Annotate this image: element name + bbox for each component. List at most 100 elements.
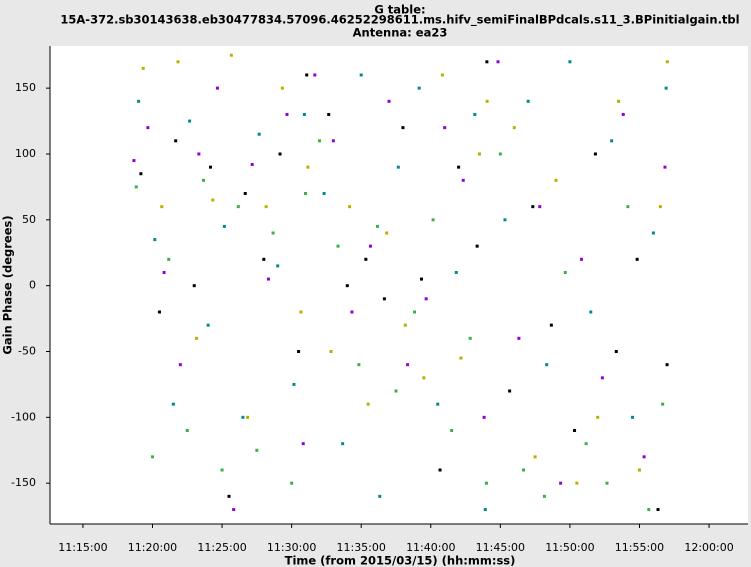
point: [255, 448, 259, 452]
point: [329, 349, 333, 353]
point: [357, 363, 361, 367]
point: [554, 178, 558, 182]
point: [139, 172, 143, 176]
point: [174, 139, 178, 143]
point: [394, 389, 398, 393]
point: [195, 336, 199, 340]
point: [266, 277, 270, 281]
point: [559, 481, 563, 485]
point: [171, 402, 175, 406]
point: [450, 429, 454, 433]
point: [563, 270, 567, 274]
point: [424, 297, 428, 301]
point: [403, 323, 407, 327]
x-tick-label: 11:20:00: [128, 541, 177, 554]
point: [454, 270, 458, 274]
point: [482, 415, 486, 419]
point: [257, 132, 261, 136]
point: [229, 53, 233, 57]
point: [496, 60, 500, 64]
y-tick-label: -50: [18, 344, 36, 357]
point: [517, 336, 521, 340]
point: [593, 152, 597, 156]
point: [596, 415, 600, 419]
point: [382, 297, 386, 301]
point: [359, 73, 363, 77]
y-axis-label: Gain Phase (degrees): [1, 215, 15, 354]
point: [192, 284, 196, 288]
point: [473, 112, 477, 116]
point: [243, 191, 247, 195]
point: [208, 165, 212, 169]
point: [278, 152, 282, 156]
point: [647, 508, 651, 512]
point: [176, 60, 180, 64]
point: [468, 336, 472, 340]
point: [475, 244, 479, 248]
point: [419, 277, 423, 281]
y-tick-label: -150: [11, 476, 36, 489]
point: [656, 508, 660, 512]
point: [146, 126, 150, 130]
point: [459, 356, 463, 360]
point: [614, 349, 618, 353]
point: [305, 73, 309, 77]
point: [280, 86, 284, 90]
point: [436, 402, 440, 406]
point: [132, 159, 136, 163]
point: [197, 152, 201, 156]
point: [241, 415, 245, 419]
x-axis-label: Time (from 2015/03/15) (hh:mm:ss): [285, 554, 516, 567]
point: [185, 429, 189, 433]
point: [297, 349, 301, 353]
point: [211, 198, 215, 202]
point: [302, 112, 306, 116]
point: [246, 415, 250, 419]
point: [443, 126, 447, 130]
point: [457, 165, 461, 169]
point: [665, 363, 669, 367]
point: [573, 429, 577, 433]
point: [202, 178, 206, 182]
point: [366, 402, 370, 406]
point: [617, 99, 621, 103]
point: [348, 205, 352, 209]
marks: [132, 53, 669, 512]
point: [635, 257, 639, 261]
point: [375, 224, 379, 228]
point: [178, 363, 182, 367]
point: [440, 73, 444, 77]
point: [137, 99, 141, 103]
point: [290, 481, 294, 485]
point: [222, 224, 226, 228]
point: [485, 60, 489, 64]
point: [538, 205, 542, 209]
point: [663, 165, 667, 169]
point: [141, 66, 145, 70]
point: [292, 382, 296, 386]
point: [364, 257, 368, 261]
point: [304, 191, 308, 195]
point: [610, 139, 614, 143]
point: [406, 363, 410, 367]
point: [549, 323, 553, 327]
point: [341, 442, 345, 446]
plot-area: [50, 46, 748, 524]
point: [665, 60, 669, 64]
point: [531, 205, 535, 209]
point: [483, 508, 487, 512]
y-tick-label: 0: [29, 279, 36, 292]
point: [417, 86, 421, 90]
point: [431, 218, 435, 222]
point: [438, 468, 442, 472]
point: [512, 126, 516, 130]
point: [621, 112, 625, 116]
point: [327, 112, 331, 116]
title-line: 15A-372.sb30143638.eb30477834.57096.4625…: [60, 13, 739, 28]
point: [276, 264, 280, 268]
y-tick-label: 150: [15, 81, 36, 94]
point: [313, 73, 317, 77]
point: [575, 481, 579, 485]
point: [306, 165, 310, 169]
point: [600, 376, 604, 380]
